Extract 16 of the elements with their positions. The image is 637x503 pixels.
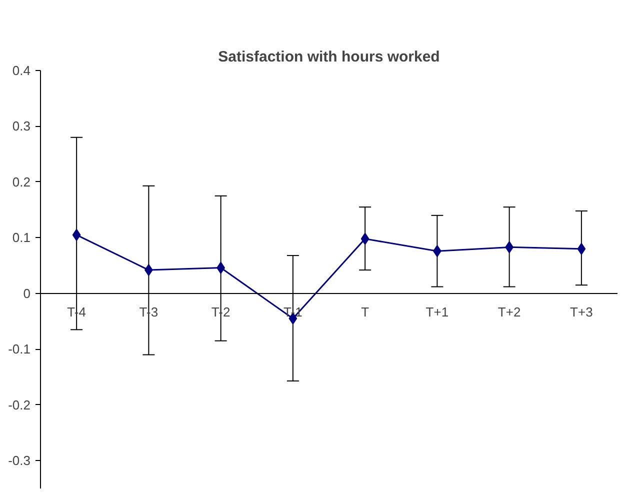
y-tick-label: 0.1: [12, 230, 31, 246]
y-tick-label: -0.3: [8, 453, 31, 468]
y-tick-label: -0.1: [8, 342, 31, 357]
point: [72, 228, 81, 241]
x-tick-label: T+2: [498, 304, 521, 320]
x-tick-label: T: [361, 304, 370, 320]
x-tick-label: T+3: [570, 304, 593, 320]
y-tick-label: 0.3: [12, 118, 31, 134]
y-tick-label: 0.2: [12, 174, 31, 190]
point: [360, 232, 370, 245]
y-tick-label: -0.2: [8, 397, 31, 412]
y-tick-label: 0.4: [12, 63, 31, 78]
point: [577, 242, 586, 255]
y-tick-label: 0: [23, 286, 31, 301]
chart-title: Satisfaction with hours worked: [218, 48, 440, 66]
x-tick-label: T+1: [426, 304, 449, 320]
